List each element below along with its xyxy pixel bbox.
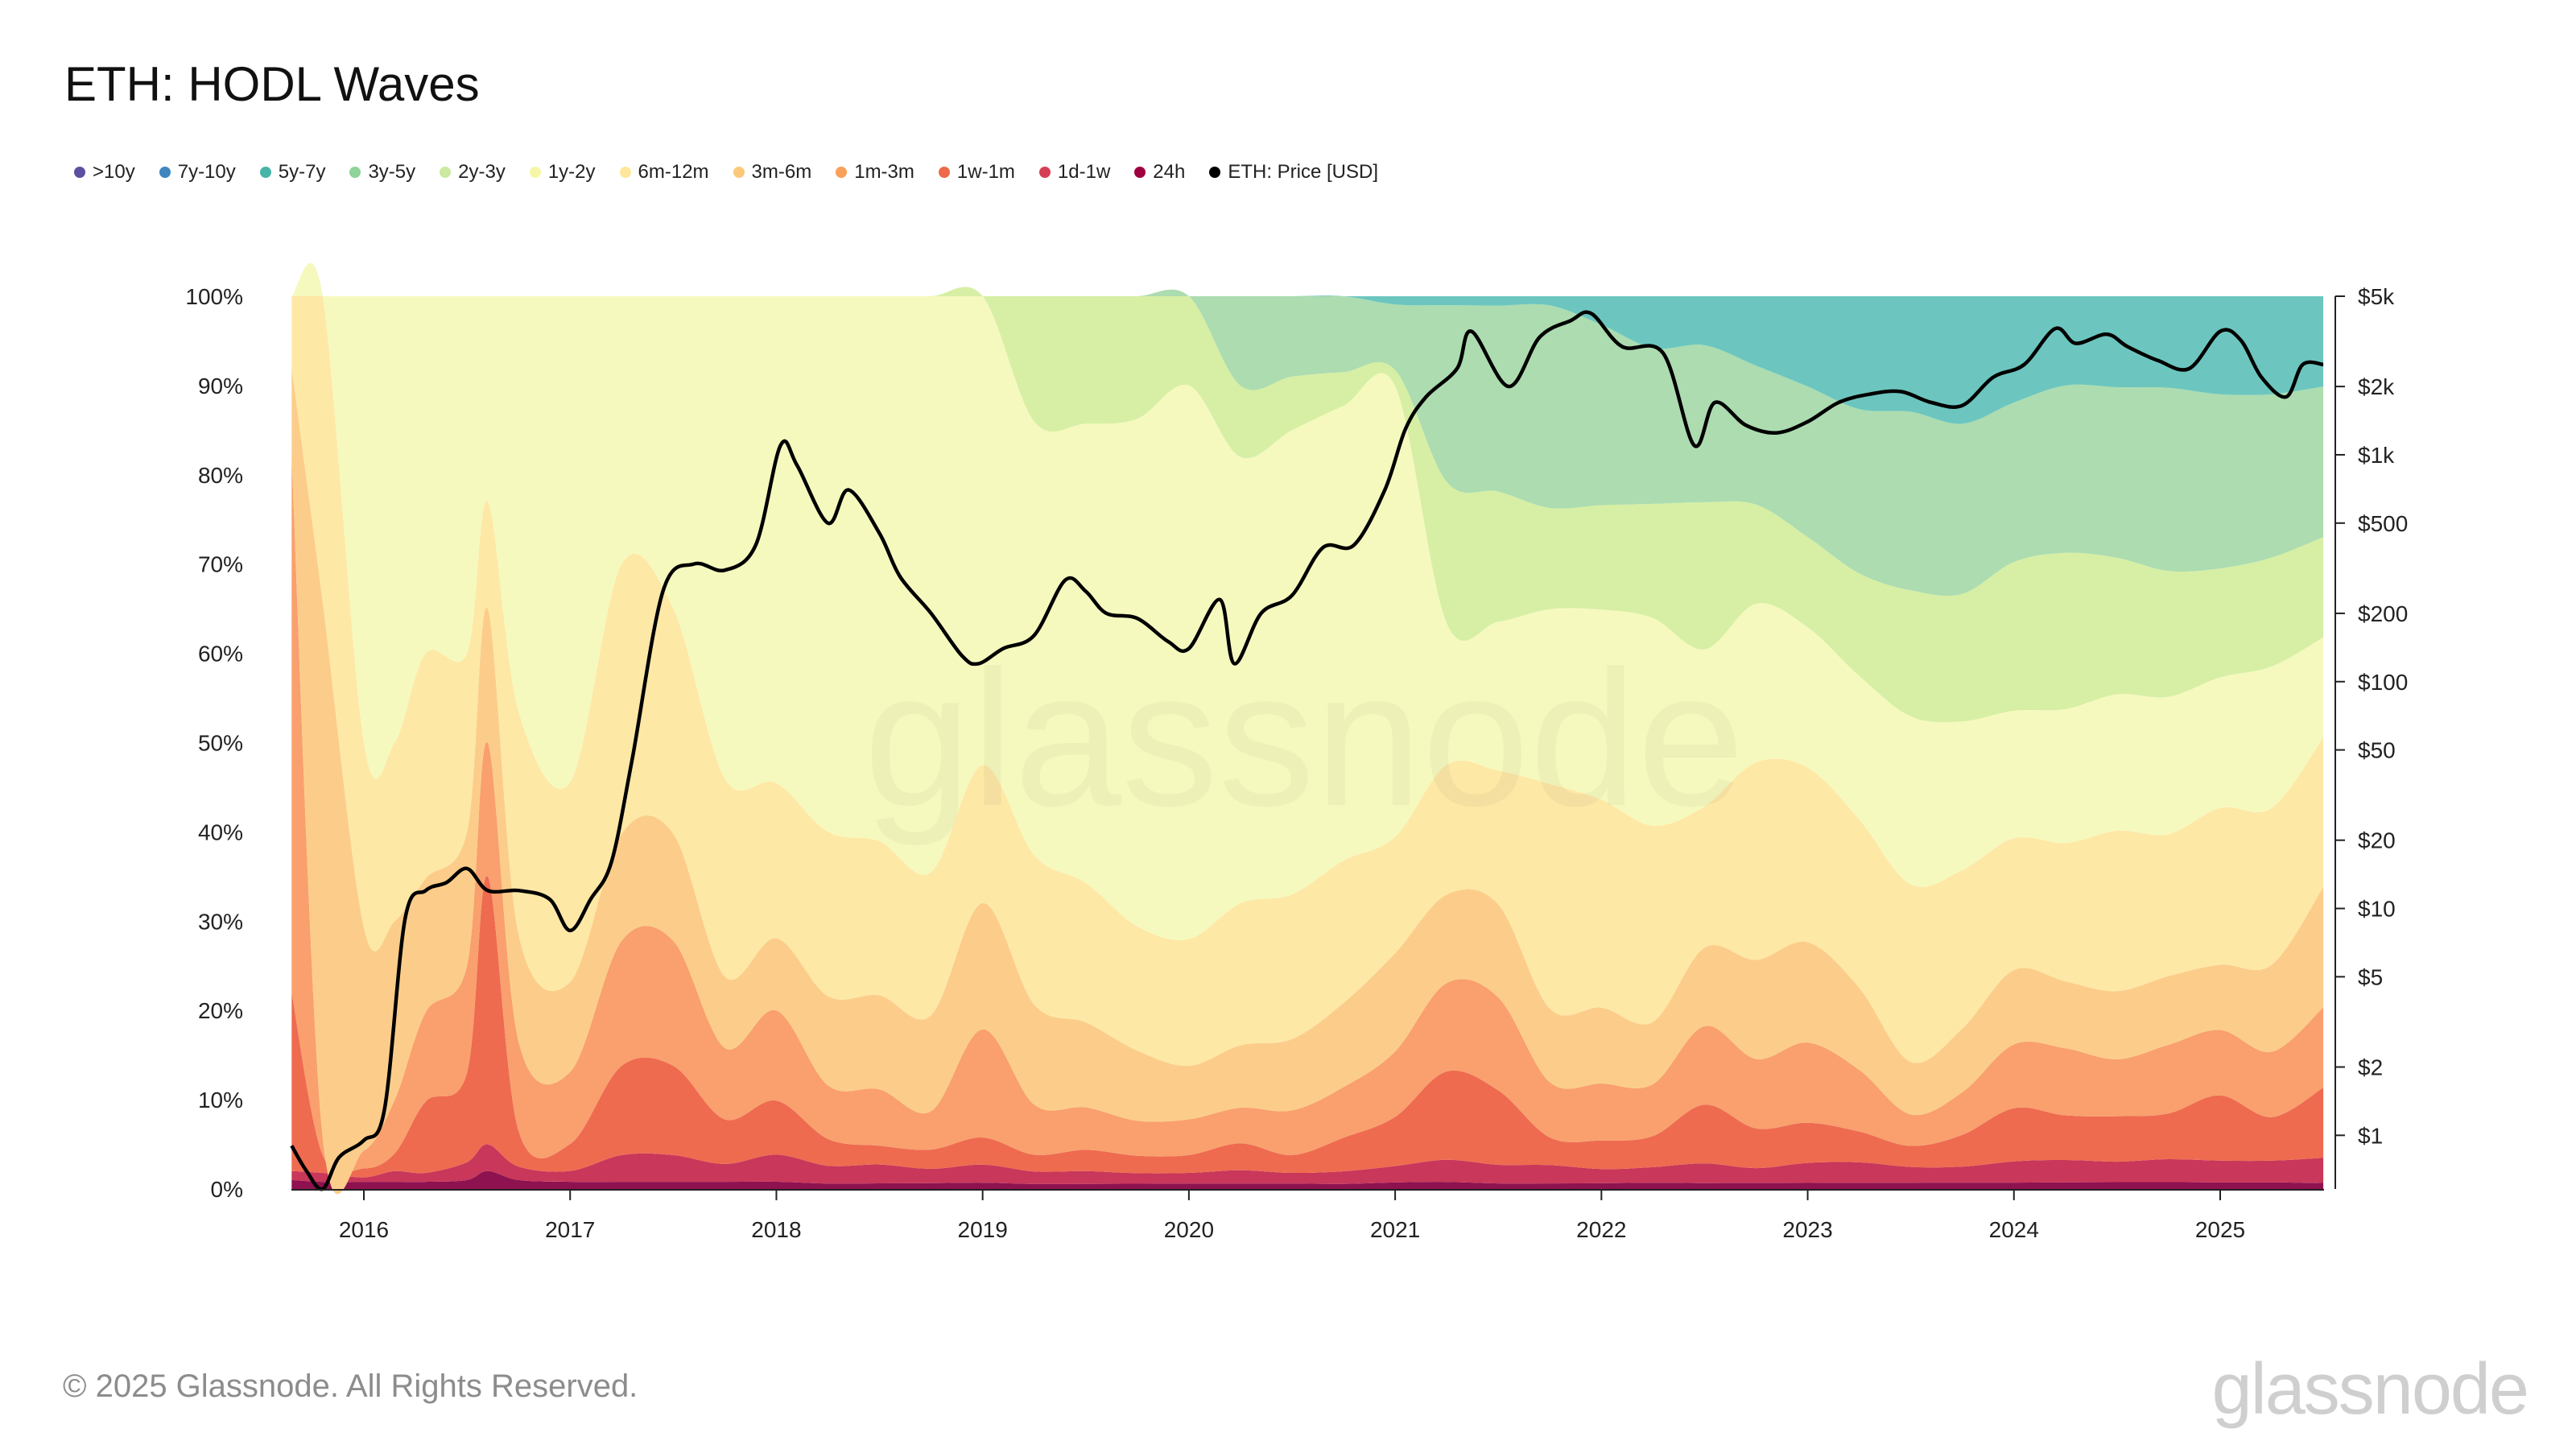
y-right-tick-label: $5k	[2358, 284, 2395, 309]
legend-item[interactable]: 24h	[1134, 161, 1185, 184]
y-right-tick-label: $100	[2358, 670, 2408, 695]
watermark-text: glassnode	[864, 630, 1744, 846]
y-left-tick-label: 20%	[198, 998, 243, 1023]
legend-dot	[259, 167, 271, 178]
y-left-tick-label: 80%	[198, 463, 243, 488]
y-right-tick-label: $50	[2358, 738, 2396, 763]
legend: >10y 7y-10y 5y-7y 3y-5y 2y-3y 1y-2y 6m-12m 3m-6…	[74, 161, 1378, 184]
copyright-footer: © 2025 Glassnode. All Rights Reserved.	[63, 1368, 638, 1404]
legend-item[interactable]: 1w-1m	[938, 161, 1015, 184]
legend-item[interactable]: 1y-2y	[529, 161, 596, 184]
legend-dot	[1134, 167, 1146, 178]
legend-item[interactable]: 3y-5y	[349, 161, 415, 184]
x-tick-label: 2020	[1164, 1217, 1214, 1242]
area-1y-2y	[291, 262, 2324, 940]
x-tick-label: 2021	[1370, 1217, 1420, 1242]
legend-dot	[733, 167, 745, 178]
legend-label: 3y-5y	[368, 161, 416, 183]
x-tick-label: 2023	[1782, 1217, 1832, 1242]
legend-label: 3m-6m	[751, 161, 812, 183]
y-right-tick-label: $200	[2358, 601, 2408, 626]
y-right-tick-label: $1k	[2358, 443, 2395, 468]
x-tick-label: 2019	[958, 1217, 1008, 1242]
legend-dot	[1038, 167, 1051, 178]
axes: 2016 2017 2018 2019 2020 2021 2022 2023 2024 2025…	[185, 284, 2408, 1242]
legend-label: 5y-7y	[278, 161, 326, 183]
y-left-tick-label: 70%	[198, 552, 243, 577]
legend-label: 1m-3m	[854, 161, 914, 183]
legend-dot	[349, 167, 361, 178]
legend-dot	[74, 167, 85, 178]
legend-item[interactable]: 7y-10y	[159, 161, 236, 184]
x-tick-label: 2017	[545, 1217, 595, 1242]
legend-dot	[938, 167, 950, 178]
legend-item[interactable]: 3m-6m	[733, 161, 812, 184]
legend-label: 2y-3y	[458, 161, 506, 183]
legend-dot	[529, 167, 541, 178]
y-left-tick-label: 30%	[198, 909, 243, 934]
price-line-group	[290, 310, 2324, 1191]
area-3y-5y	[291, 289, 2324, 597]
y-left-tick-label: 60%	[198, 642, 243, 667]
area-6m-12m	[291, 262, 2324, 1067]
y-left-tick-label: 0%	[211, 1177, 243, 1202]
y-right-tick-label: $2	[2358, 1055, 2383, 1080]
y-right-tick-label: $5	[2358, 964, 2383, 989]
x-tick-label: 2016	[339, 1217, 389, 1242]
legend-dot	[836, 167, 848, 178]
glassnode-logo-text: glassnode	[2211, 1349, 2529, 1430]
legend-dot	[1209, 167, 1221, 178]
x-tick-label: 2022	[1576, 1217, 1626, 1242]
legend-dot	[619, 167, 631, 178]
stacked-areas	[291, 262, 2324, 1195]
area-3m-6m	[291, 367, 2324, 1195]
price-line	[290, 310, 2324, 1191]
x-tick-label: 2018	[751, 1217, 801, 1242]
legend-label: >10y	[93, 161, 135, 183]
area-24h	[291, 1170, 2324, 1189]
legend-item[interactable]: 5y-7y	[259, 161, 326, 184]
x-tick-label: 2025	[2195, 1217, 2245, 1242]
legend-label: 7y-10y	[177, 161, 236, 183]
y-right-tick-label: $2k	[2358, 374, 2395, 399]
area-1w-1m	[291, 876, 2324, 1178]
legend-label: 24h	[1153, 161, 1186, 183]
legend-item[interactable]: >10y	[74, 161, 135, 184]
y-left-tick-label: 50%	[198, 731, 243, 756]
y-left-tick-label: 40%	[198, 819, 243, 844]
page-title: ETH: HODL Waves	[64, 57, 480, 111]
y-right-tick-label: $20	[2358, 828, 2396, 853]
legend-item[interactable]: 2y-3y	[440, 161, 506, 184]
y-right-tick-label: $10	[2358, 897, 2396, 922]
y-left-tick-label: 90%	[198, 374, 243, 398]
y-right-tick-label: $500	[2358, 511, 2408, 536]
legend-item[interactable]: 6m-12m	[619, 161, 709, 184]
x-tick-label: 2024	[1989, 1217, 2039, 1242]
legend-item[interactable]: 1m-3m	[836, 161, 914, 184]
y-left-tick-label: 10%	[198, 1088, 243, 1113]
y-right-tick-label: $1	[2358, 1123, 2383, 1148]
area-5y-7y	[291, 295, 2324, 424]
legend-label: ETH: Price [USD]	[1228, 161, 1379, 183]
legend-label: 1y-2y	[547, 161, 596, 183]
legend-dot	[440, 167, 452, 178]
area-1d-1w	[291, 1144, 2324, 1184]
area-2y-3y	[291, 287, 2324, 723]
legend-label: 6m-12m	[638, 161, 709, 183]
legend-item[interactable]: 1d-1w	[1038, 161, 1111, 184]
y-left-tick-label: 100%	[185, 284, 243, 309]
legend-dot	[159, 167, 171, 178]
legend-item[interactable]: ETH: Price [USD]	[1209, 161, 1378, 184]
legend-label: 1w-1m	[956, 161, 1015, 183]
legend-label: 1d-1w	[1057, 161, 1111, 183]
